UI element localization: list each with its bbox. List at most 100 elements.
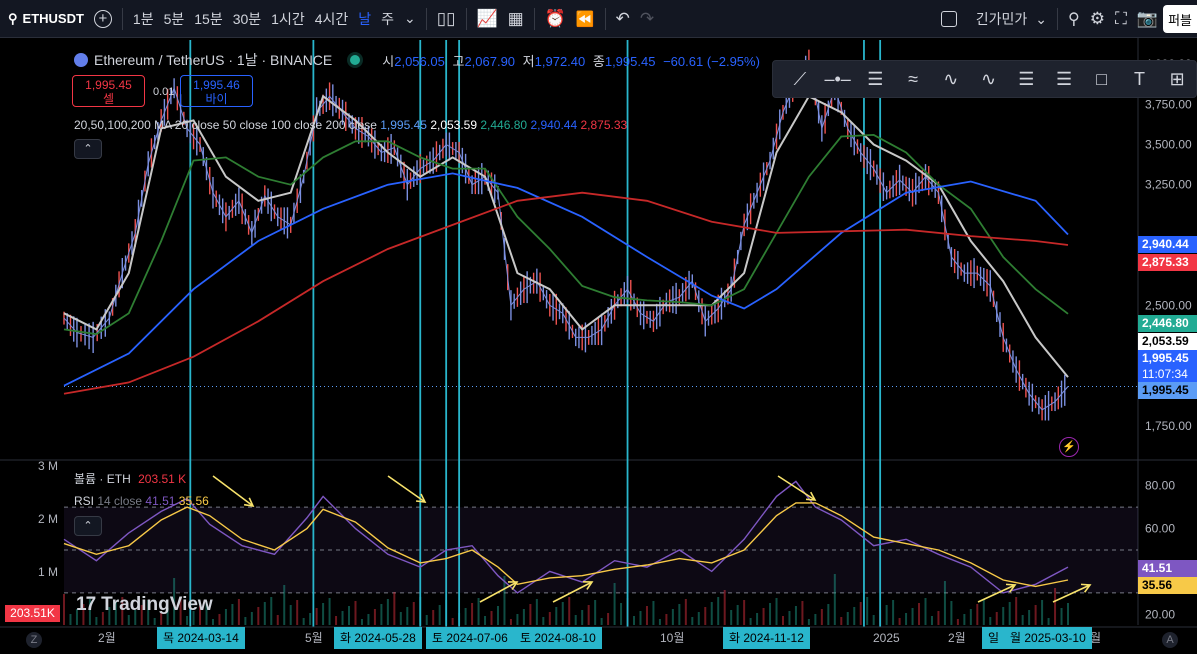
volume-bar xyxy=(153,618,156,625)
volume-bar xyxy=(775,598,778,625)
high-label: 고 xyxy=(452,53,465,69)
interval-1m[interactable]: 1분 xyxy=(132,10,154,27)
volume-bar xyxy=(620,603,623,625)
parallel-channel-tool[interactable]: ☰ xyxy=(856,64,894,94)
buy-label: 바이 xyxy=(205,92,228,106)
lightning-icon[interactable]: ⚡ xyxy=(1059,437,1079,457)
fullscreen-button[interactable]: ⛶ xyxy=(1110,0,1132,38)
pitchfork-tool[interactable]: ≈ xyxy=(894,64,932,94)
volume-bar xyxy=(723,590,726,625)
annotation-arrowhead xyxy=(1080,583,1092,593)
price-label-ma200: 2,875.33 xyxy=(1138,254,1197,271)
volume-bar xyxy=(1041,600,1044,625)
volume-bar xyxy=(250,612,253,625)
buy-button[interactable]: 1,995.46 바이 xyxy=(180,75,253,107)
volume-bar xyxy=(315,608,318,625)
symbol-search[interactable]: ⚲ ETHUSDT xyxy=(0,0,89,38)
volume-bar xyxy=(607,613,610,625)
volume-bar xyxy=(1002,607,1005,625)
volume-bar xyxy=(211,619,214,625)
add-symbol-button[interactable]: + xyxy=(89,0,117,38)
fib-retracement-tool[interactable]: ☰ xyxy=(1007,64,1045,94)
divider xyxy=(425,7,427,30)
interval-4h[interactable]: 4시간 xyxy=(314,10,349,27)
volume-bar xyxy=(930,616,933,625)
undo-button[interactable]: ↶ xyxy=(611,0,635,38)
publish-button[interactable]: 퍼블 xyxy=(1163,5,1197,33)
annotation-arrowhead xyxy=(1005,583,1017,593)
volume-bar xyxy=(762,608,765,625)
spread: 0.01 xyxy=(153,86,175,98)
horizontal-ray-tool[interactable]: –•– xyxy=(819,64,857,94)
candles-icon: ▯▯ xyxy=(436,8,456,28)
annotation-arrow xyxy=(552,581,593,603)
volume-bar xyxy=(684,599,687,625)
rsi-label: 41.51 xyxy=(1138,560,1197,577)
volume-bar xyxy=(127,615,130,625)
close-value: 1,995.45 xyxy=(604,53,656,69)
fib-icon: ☰ xyxy=(1018,68,1035,89)
replay-button[interactable]: ⏪ xyxy=(571,0,600,38)
volume-bar xyxy=(956,619,959,625)
auto-scale-button[interactable]: A xyxy=(1162,632,1178,648)
text-tool[interactable]: T xyxy=(1121,64,1159,94)
timezone-button[interactable]: Z xyxy=(26,632,42,648)
alert-button[interactable]: ⏰ xyxy=(540,0,571,38)
chart-type-button[interactable]: ▯▯ xyxy=(432,0,461,38)
ma-value: 2,446.80 xyxy=(480,118,528,132)
interval-5m[interactable]: 5분 xyxy=(163,10,185,27)
volume-bar xyxy=(341,611,344,625)
interval-1h[interactable]: 1시간 xyxy=(271,10,305,27)
elliott-wave-icon: ∿ xyxy=(943,68,959,89)
checkbox-icon[interactable] xyxy=(940,11,957,27)
abcd-pattern-tool[interactable]: ∿ xyxy=(970,64,1008,94)
volume-bar xyxy=(905,613,908,625)
ma-name: 20,50,100,200 MA xyxy=(74,118,172,132)
volume-bar xyxy=(982,599,985,625)
interval-30m[interactable]: 30분 xyxy=(232,10,262,27)
rsi-line-rsi xyxy=(63,480,1069,594)
rsi-tick-label: 80.00 xyxy=(1145,479,1175,493)
more-tools[interactable]: ⊞ xyxy=(1158,64,1196,94)
rectangle-tool[interactable]: □ xyxy=(1083,64,1121,94)
trendline-tool[interactable]: ⟋ xyxy=(781,64,819,94)
ethereum-icon xyxy=(74,53,88,67)
snapshot-button[interactable]: 📷 xyxy=(1132,0,1163,38)
annotation-arrow xyxy=(977,584,1016,603)
layout-name-dropdown[interactable]: 긴가민가 ⌄ xyxy=(971,0,1052,38)
volume-bar xyxy=(1054,588,1057,625)
redo-button[interactable]: ↷ xyxy=(635,0,659,38)
settings-button[interactable]: ⚙ xyxy=(1085,0,1110,38)
fib-extension-tool[interactable]: ☰ xyxy=(1045,64,1083,94)
ma-value: 2,940.44 xyxy=(530,118,578,132)
date-badge: 화 2024-05-28 xyxy=(334,627,422,649)
interval-dropdown[interactable]: ⌄ xyxy=(399,0,421,38)
volume-bar xyxy=(652,601,655,625)
interval-15m[interactable]: 15분 xyxy=(194,10,223,27)
series-line-ma-20 xyxy=(63,94,1069,378)
indicators-button[interactable]: 📈 xyxy=(472,0,503,38)
interval-day[interactable]: 날 xyxy=(358,10,372,27)
elliott-wave-tool[interactable]: ∿ xyxy=(932,64,970,94)
redo-icon: ↷ xyxy=(639,8,655,28)
price-label-ma50: 2,446.80 xyxy=(1138,315,1197,332)
volume-bar xyxy=(814,614,817,625)
rewind-icon: ⏪ xyxy=(575,10,595,28)
volume-bar xyxy=(322,603,325,625)
volume-bar xyxy=(373,609,376,625)
open-label: 시 xyxy=(382,53,395,69)
countdown-label: 11:07:34 xyxy=(1138,366,1197,383)
sell-button[interactable]: 1,995.45 셀 xyxy=(72,75,145,107)
volume-bar xyxy=(704,607,707,625)
volume-bar xyxy=(872,615,875,625)
volume-bar xyxy=(503,576,506,625)
layouts-button[interactable]: ▦ xyxy=(503,0,529,38)
volume-bar xyxy=(354,601,357,625)
collapse-pane-button[interactable]: ⌃ xyxy=(74,516,102,536)
price-tick-label: 2,500.00 xyxy=(1145,298,1192,312)
collapse-legend-button[interactable]: ⌃ xyxy=(74,139,102,159)
rsi-name: RSI xyxy=(74,494,95,508)
quick-search-button[interactable]: ⚲ xyxy=(1063,0,1085,38)
interval-week[interactable]: 주 xyxy=(381,10,395,27)
